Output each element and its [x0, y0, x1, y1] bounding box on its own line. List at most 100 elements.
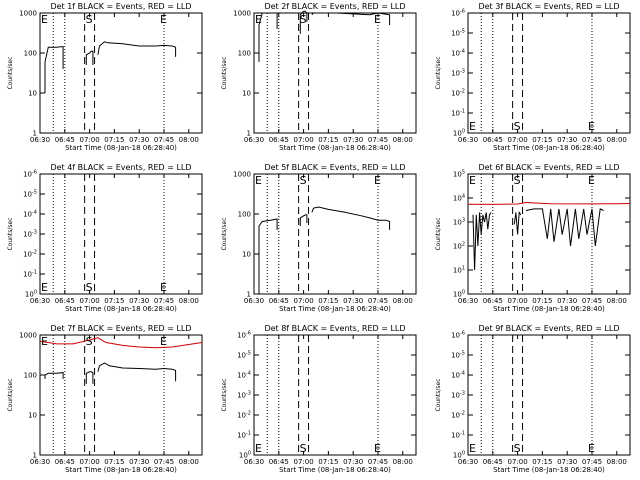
det-8f-xtick-label: 06:30	[244, 458, 264, 466]
det-6f-xtick-label: 08:00	[607, 297, 627, 305]
det-6f-xtick-label: 06:45	[483, 297, 503, 305]
det-1f-series-events-segment	[97, 41, 177, 57]
det-7f-ytick-label: 10	[28, 412, 37, 420]
det-2f-xtick-label: 07:45	[368, 136, 388, 144]
det-7f-series-events-segment	[97, 362, 177, 382]
det-2f-xtick-label: 07:00	[293, 136, 313, 144]
det-2f-xtick-label: 08:00	[393, 136, 413, 144]
det-6f-series-events-segment	[513, 210, 522, 235]
det-2f-marker-e: E	[255, 13, 262, 26]
det-1f-plot-frame	[39, 12, 203, 134]
det-3f-ytick-label: 10-4	[451, 49, 465, 58]
det-1f-ytick-label: 1000	[19, 10, 37, 18]
det-6f-series-events-segment	[525, 208, 604, 247]
det-7f-series-events-segment	[44, 372, 64, 379]
det-9f-ytick-label: 10-3	[451, 391, 465, 400]
det-2f-ytick-label: 1000	[233, 10, 251, 18]
det-1f-xtick-label: 08:00	[179, 136, 199, 144]
det-5f-xtick-label: 07:30	[343, 297, 363, 305]
det-9f-xlabel: Start Time (08-Jan-18 06:28:40)	[493, 466, 605, 474]
det-5f-ylabel: Counts/sec	[221, 217, 228, 250]
det-7f-plot-frame	[39, 334, 203, 456]
det-6f-xtick-label: 07:45	[582, 297, 602, 305]
det-7f-ylabel: Counts/sec	[7, 378, 14, 411]
det-1f-xtick-label: 07:45	[154, 136, 174, 144]
det-6f-title: Det 6f BLACK = Events, RED = LLD	[478, 163, 619, 172]
det-3f-ytick-label: 100	[453, 129, 465, 138]
det-4f-ytick-label: 10-4	[23, 210, 37, 219]
det-8f-ytick-label: 10-3	[237, 391, 251, 400]
det-2f-title: Det 2f BLACK = Events, RED = LLD	[264, 2, 405, 11]
det-3f-panel: Det 3f BLACK = Events, RED = LLD 06:30 06:…	[435, 2, 631, 152]
det-1f-xtick-label: 07:00	[79, 136, 99, 144]
det-5f-ytick-label: 1000	[233, 171, 251, 179]
det-6f-xtick-label: 07:30	[557, 297, 577, 305]
det-3f-ytick-label: 10-6	[451, 9, 465, 18]
det-9f-ytick-label: 100	[453, 451, 465, 460]
det-2f-series-events-segment	[299, 10, 308, 34]
det-2f-ylabel: Counts/sec	[221, 56, 228, 89]
det-1f-xtick-label: 07:30	[129, 136, 149, 144]
det-7f-ytick-label: 100	[24, 372, 37, 380]
det-1f-ytick-label: 1	[33, 130, 37, 138]
det-8f-ylabel: Counts/sec	[221, 378, 228, 411]
det-6f-xlabel: Start Time (08-Jan-18 06:28:40)	[493, 305, 605, 313]
det-6f-ytick-label: 102	[453, 242, 465, 251]
det-1f-title: Det 1f BLACK = Events, RED = LLD	[50, 2, 191, 11]
det-9f-xtick-label: 08:00	[607, 458, 627, 466]
det-4f-xtick-label: 06:45	[55, 297, 75, 305]
det-9f-panel: Det 9f BLACK = Events, RED = LLD 06:30 06:…	[435, 324, 631, 474]
det-6f-xtick-label: 07:15	[532, 297, 552, 305]
det-1f-panel: Det 1f BLACK = Events, RED = LLD 06:30 06:…	[7, 2, 203, 152]
det-7f-marker-e: E	[160, 335, 167, 348]
det-6f-marker-s: S	[514, 174, 521, 187]
det-3f-ytick-label: 10-3	[451, 69, 465, 78]
det-4f-xtick-label: 07:00	[79, 297, 99, 305]
det-7f-title: Det 7f BLACK = Events, RED = LLD	[50, 324, 191, 333]
det-7f-marker-s: S	[86, 335, 93, 348]
det-4f-ytick-label: 100	[25, 290, 37, 299]
det-5f-plot-frame	[253, 173, 417, 295]
det-4f-panel: Det 4f BLACK = Events, RED = LLD 06:30 06:…	[7, 163, 203, 313]
det-8f-xtick-label: 07:45	[368, 458, 388, 466]
det-6f-ytick-label: 105	[453, 170, 465, 179]
det-1f-marker-e: E	[160, 13, 167, 26]
det-9f-ytick-label: 10-1	[451, 431, 465, 440]
det-5f-xtick-label: 08:00	[393, 297, 413, 305]
det-9f-title: Det 9f BLACK = Events, RED = LLD	[478, 324, 619, 333]
det-6f-xtick-label: 06:30	[458, 297, 478, 305]
det-4f-xlabel: Start Time (08-Jan-18 06:28:40)	[65, 305, 177, 313]
det-8f-ytick-label: 10-1	[237, 431, 251, 440]
det-2f-series-events-segment	[311, 12, 391, 25]
det-5f-series-events-segment	[258, 218, 278, 294]
det-2f-ytick-label: 10	[242, 90, 251, 98]
det-1f-ytick-label: 10	[28, 90, 37, 98]
det-1f-ytick-label: 100	[24, 50, 37, 58]
det-9f-xtick-label: 07:15	[532, 458, 552, 466]
det-7f-series-events-segment	[85, 371, 94, 384]
det-3f-xtick-label: 07:15	[532, 136, 552, 144]
det-8f-panel: Det 8f BLACK = Events, RED = LLD 06:30 06:…	[221, 324, 417, 474]
det-8f-xtick-label: 06:45	[269, 458, 289, 466]
det-6f-xtick-label: 07:00	[507, 297, 527, 305]
det-3f-xtick-label: 08:00	[607, 136, 627, 144]
det-8f-xtick-label: 08:00	[393, 458, 413, 466]
det-5f-xtick-label: 07:00	[293, 297, 313, 305]
det-3f-xtick-label: 07:00	[507, 136, 527, 144]
det-9f-xtick-label: 07:45	[582, 458, 602, 466]
det-2f-xtick-label: 06:30	[244, 136, 264, 144]
det-3f-ytick-label: 10-5	[451, 29, 465, 38]
det-3f-ytick-label: 10-2	[451, 89, 465, 98]
det-7f-ytick-label: 1	[33, 452, 37, 460]
det-5f-title: Det 5f BLACK = Events, RED = LLD	[264, 163, 405, 172]
det-9f-ytick-label: 10-4	[451, 371, 465, 380]
det-3f-xtick-label: 06:30	[458, 136, 478, 144]
det-6f-plot-frame	[467, 173, 631, 295]
det-4f-ytick-label: 10-6	[23, 170, 37, 179]
det-5f-ytick-label: 100	[238, 211, 251, 219]
det-7f-xtick-label: 07:30	[129, 458, 149, 466]
det-7f-marker-e: E	[41, 335, 48, 348]
det-2f-xlabel: Start Time (08-Jan-18 06:28:40)	[279, 144, 391, 152]
det-6f-ytick-label: 100	[453, 290, 465, 299]
det-3f-marker-e: E	[588, 120, 595, 133]
